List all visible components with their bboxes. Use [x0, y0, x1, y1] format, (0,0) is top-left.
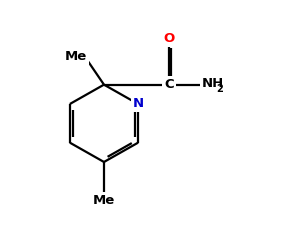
Text: NH: NH	[202, 77, 224, 90]
Text: C: C	[164, 78, 173, 91]
Text: O: O	[163, 31, 174, 45]
Text: N: N	[132, 97, 144, 110]
Text: Me: Me	[65, 50, 87, 63]
Text: Me: Me	[93, 194, 115, 207]
Text: 2: 2	[216, 84, 223, 94]
